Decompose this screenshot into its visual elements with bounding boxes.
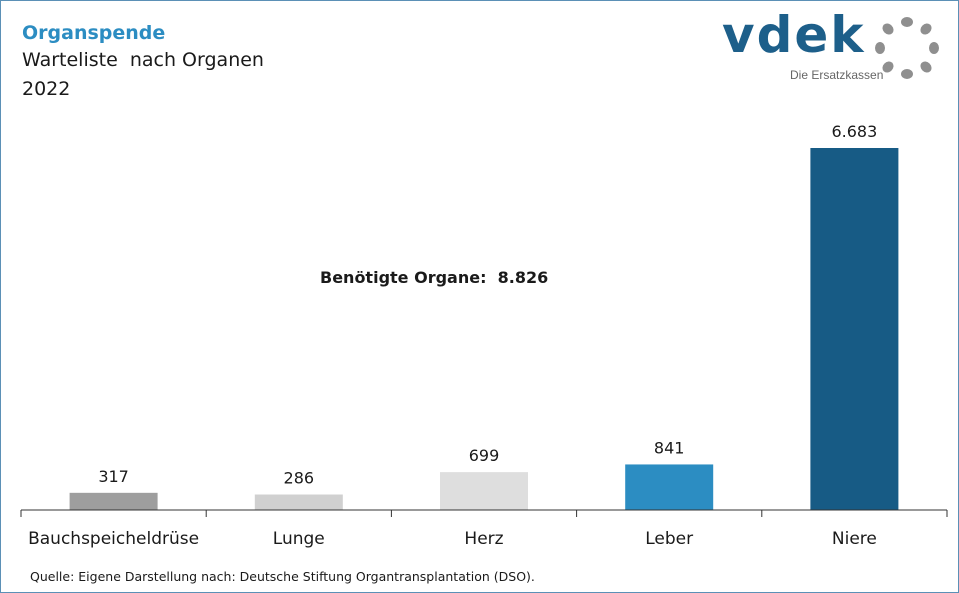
bar-2	[440, 472, 528, 510]
total-annotation: Benötigte Organe: 8.826	[320, 268, 549, 287]
chart-year: 2022	[22, 78, 71, 100]
title-block: Organspende Warteliste nach Organen 2022	[22, 20, 264, 104]
bar-value-label: 841	[654, 438, 685, 457]
bar-value-label: 699	[469, 446, 500, 465]
chart-topic: Organspende	[22, 22, 166, 44]
category-label: Bauchspeicheldrüse	[28, 529, 199, 549]
bar-3	[625, 464, 714, 510]
logo-ring-icon	[875, 17, 939, 79]
bar-4	[810, 148, 899, 510]
source-note: Quelle: Eigene Darstellung nach: Deutsch…	[30, 569, 535, 584]
bar-value-label: 6.683	[831, 122, 877, 141]
bar-value-label: 317	[98, 467, 129, 486]
bar-0	[69, 492, 158, 510]
logo-wordmark: vdek	[722, 6, 866, 64]
logo-tagline: Die Ersatzkassen	[790, 68, 884, 82]
bar-value-label: 286	[284, 469, 315, 488]
bar-1	[254, 494, 343, 510]
category-label: Lunge	[273, 529, 325, 549]
category-label: Niere	[832, 529, 877, 549]
vdek-logo: vdek Die Ersatzkassen	[722, 6, 947, 87]
chart-title: Warteliste nach Organen	[22, 49, 264, 71]
category-label: Leber	[645, 529, 693, 549]
category-label: Herz	[464, 529, 503, 549]
